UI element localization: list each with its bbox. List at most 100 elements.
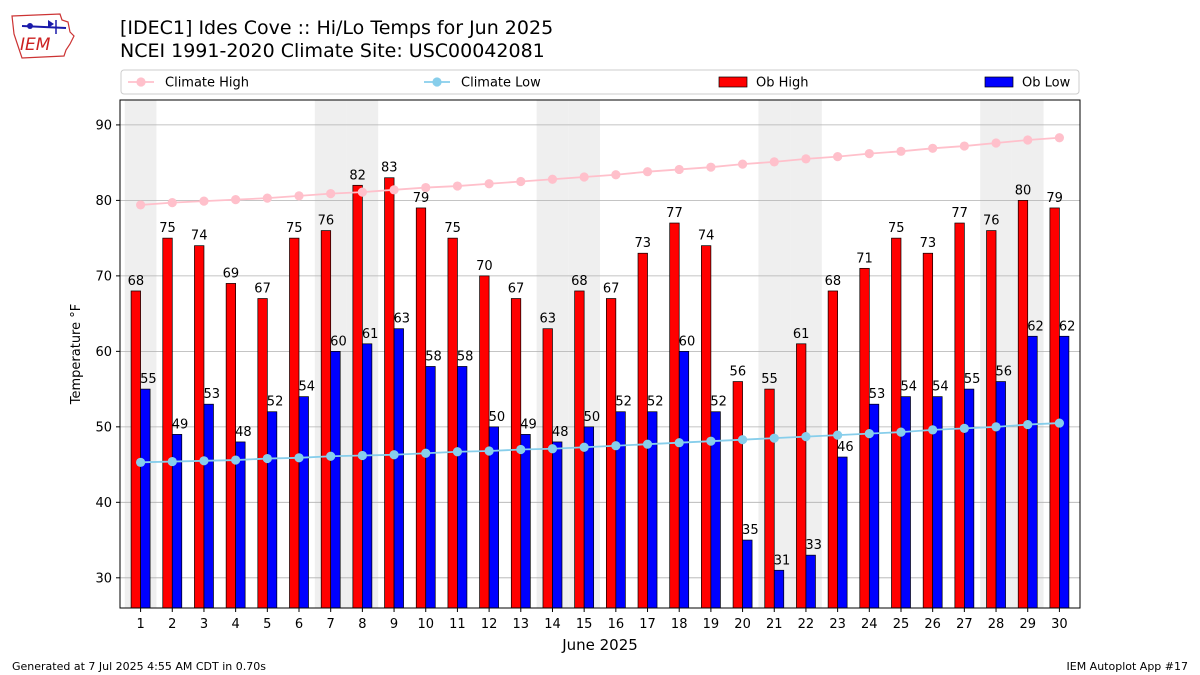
ob-low-value-label: 35 <box>742 523 759 538</box>
ob-low-bar <box>362 343 373 609</box>
x-tick-label: 16 <box>608 617 625 632</box>
ob-high-bar <box>479 275 490 609</box>
ob-high-value-label: 61 <box>793 327 810 342</box>
ob-high-value-label: 67 <box>254 282 271 297</box>
ob-low-bar <box>837 456 848 609</box>
climate-low-point <box>737 435 748 445</box>
ob-low-value-label: 54 <box>900 380 917 395</box>
ob-low-value-label: 60 <box>679 334 696 349</box>
ob-high-value-label: 75 <box>159 221 176 236</box>
ob-low-bar <box>678 351 690 609</box>
x-tick-label: 2 <box>168 617 176 632</box>
legend-climate-high-marker <box>136 77 146 87</box>
climate-low-point <box>959 423 969 433</box>
x-tick-label: 29 <box>1019 617 1036 632</box>
climate-high-point <box>1054 133 1065 143</box>
ob-high-bar <box>732 381 743 609</box>
x-tick-label: 20 <box>734 617 751 632</box>
ob-high-value-label: 77 <box>951 206 968 221</box>
x-axis-label: June 2025 <box>561 636 638 654</box>
climate-low-point <box>326 451 336 461</box>
x-tick-label: 4 <box>232 617 240 632</box>
ob-low-value-label: 31 <box>774 553 791 568</box>
ob-low-value-label: 58 <box>457 349 474 364</box>
climate-low-point <box>833 430 843 440</box>
climate-high-point <box>294 191 304 201</box>
climate-high-point <box>959 141 969 151</box>
legend-climate-low-label: Climate Low <box>461 76 541 91</box>
ob-low-value-label: 55 <box>964 372 981 387</box>
climate-low-point <box>642 439 653 449</box>
ob-low-value-label: 50 <box>489 410 506 425</box>
y-tick-label: 40 <box>95 496 112 511</box>
ob-low-value-label: 53 <box>203 387 220 402</box>
ob-high-bar <box>352 184 363 609</box>
ob-high-bar <box>1049 207 1060 609</box>
ob-high-bar <box>194 245 205 609</box>
ob-high-value-label: 73 <box>920 236 937 251</box>
chart-title: [IDEC1] Ides Cove :: Hi/Lo Temps for Jun… <box>120 17 554 39</box>
climate-low-point <box>1023 419 1033 430</box>
x-tick-label: 17 <box>639 617 656 632</box>
ob-low-value-label: 54 <box>932 380 949 395</box>
legend-ob-low-swatch <box>984 76 1014 88</box>
climate-low-point <box>294 453 304 463</box>
climate-low-point <box>231 455 241 465</box>
x-tick-label: 3 <box>200 617 208 632</box>
ob-low-bar <box>140 388 151 609</box>
climate-low-point <box>896 427 906 437</box>
climate-high-point <box>231 195 241 205</box>
ob-low-bar <box>266 411 278 609</box>
footer-generated: Generated at 7 Jul 2025 4:55 AM CDT in 0… <box>12 660 266 673</box>
climate-high-point <box>674 164 684 175</box>
ob-low-value-label: 58 <box>425 349 442 364</box>
ob-high-bar <box>257 298 268 609</box>
weekend-band <box>124 100 157 608</box>
ob-low-value-label: 52 <box>615 395 632 410</box>
ob-low-bar <box>1027 335 1038 609</box>
ob-high-value-label: 79 <box>413 191 430 206</box>
ob-high-bar <box>669 222 680 609</box>
climate-low-point <box>262 453 272 464</box>
climate-high-point <box>484 179 494 189</box>
climate-low-point <box>674 438 684 448</box>
climate-high-point <box>1023 135 1033 145</box>
ob-low-bar <box>805 554 816 609</box>
plot-frame <box>119 99 1081 609</box>
ob-low-bar <box>710 411 721 609</box>
y-tick-label: 70 <box>95 269 112 284</box>
ob-low-bar <box>203 403 214 609</box>
legend-ob-high-swatch <box>718 76 748 88</box>
ob-high-bar <box>320 230 332 609</box>
x-tick-label: 9 <box>390 617 398 632</box>
x-tick-label: 1 <box>136 617 144 632</box>
ob-high-value-label: 67 <box>508 282 525 297</box>
weekend-band <box>758 100 791 608</box>
ob-low-value-label: 48 <box>235 425 252 440</box>
climate-high-point <box>516 176 526 187</box>
ob-high-value-label: 75 <box>286 221 303 236</box>
ob-low-value-label: 61 <box>362 327 379 342</box>
ob-low-value-label: 55 <box>140 372 157 387</box>
ob-low-bar <box>995 381 1006 609</box>
climate-high-point <box>991 138 1001 148</box>
ob-high-value-label: 82 <box>349 168 366 183</box>
ob-high-bar <box>859 267 870 609</box>
legend-box <box>120 69 1080 95</box>
ob-low-value-label: 49 <box>520 417 537 432</box>
ob-high-bar <box>954 222 965 609</box>
ob-low-bar <box>964 388 975 609</box>
climate-low-point <box>706 436 716 446</box>
legend-ob-high: Ob High <box>718 76 809 91</box>
y-tick-label: 80 <box>95 194 112 209</box>
ob-high-bar <box>637 252 648 609</box>
ob-high-value-label: 56 <box>730 365 747 380</box>
ob-high-bar <box>542 328 553 609</box>
climate-high-point <box>642 167 653 177</box>
x-tick-label: 10 <box>417 617 434 632</box>
legend-ob-high-label: Ob High <box>756 76 809 91</box>
ob-high-bar <box>130 290 141 609</box>
ob-high-value-label: 67 <box>603 282 620 297</box>
x-tick-label: 19 <box>703 617 720 632</box>
ob-low-value-label: 52 <box>267 395 284 410</box>
